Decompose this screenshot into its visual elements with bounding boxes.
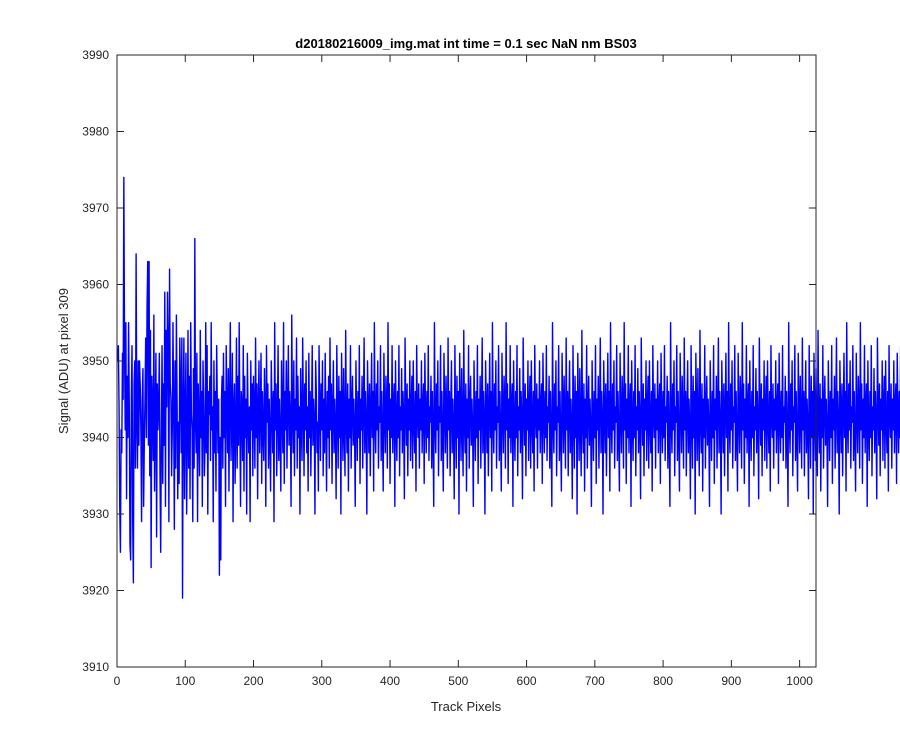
plot-background <box>117 55 816 667</box>
y-axis: 3910 3920 3930 3940 3950 3960 3970 3980 3990 <box>82 48 816 674</box>
y-tick-label: 3940 <box>82 431 109 445</box>
x-tick-label: 900 <box>721 674 741 688</box>
x-tick-label: 100 <box>175 674 195 688</box>
x-tick-label: 600 <box>517 674 537 688</box>
y-tick-label: 3920 <box>82 584 109 598</box>
x-tick-label: 800 <box>653 674 673 688</box>
y-tick-label: 3910 <box>82 660 109 674</box>
x-tick-label: 400 <box>380 674 400 688</box>
x-tick-label: 500 <box>448 674 468 688</box>
y-tick-label: 3960 <box>82 278 109 292</box>
series-line <box>116 176 900 599</box>
y-tick-label: 3990 <box>82 48 109 62</box>
series-layer <box>116 176 900 599</box>
y-tick-label: 3950 <box>82 354 109 368</box>
x-axis: 0 100 200 300 400 500 600 700 800 900 1000 <box>114 55 813 688</box>
y-axis-label: Signal (ADU) at pixel 309 <box>56 288 71 434</box>
x-tick-label: 1000 <box>786 674 813 688</box>
y-tick-label: 3930 <box>82 507 109 521</box>
x-tick-label: 0 <box>114 674 121 688</box>
x-tick-label: 700 <box>585 674 605 688</box>
x-tick-label: 300 <box>312 674 332 688</box>
chart-title: d20180216009_img.mat int time = 0.1 sec … <box>295 36 636 51</box>
y-tick-label: 3980 <box>82 125 109 139</box>
y-tick-label: 3970 <box>82 201 109 215</box>
x-tick-label: 200 <box>244 674 264 688</box>
x-axis-label: Track Pixels <box>431 699 502 714</box>
